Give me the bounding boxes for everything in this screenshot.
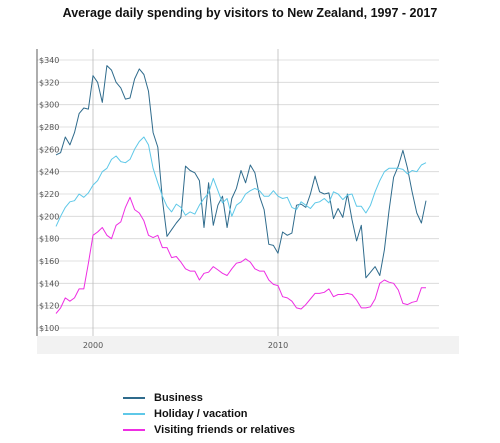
legend-swatch xyxy=(123,397,145,399)
y-tick-label: $180 xyxy=(39,235,59,244)
legend-swatch xyxy=(123,413,145,415)
legend-item: Holiday / vacation xyxy=(123,406,373,422)
y-tick-label: $120 xyxy=(39,302,59,311)
y-tick-label: $320 xyxy=(39,78,59,87)
y-tick-label: $240 xyxy=(39,168,59,177)
y-tick-label: $160 xyxy=(39,257,59,266)
x-tick-label: 2000 xyxy=(83,341,103,350)
x-tick-label: 2010 xyxy=(268,341,288,350)
legend-label: Holiday / vacation xyxy=(154,408,248,420)
y-tick-label: $300 xyxy=(39,101,59,110)
y-tick-label: $340 xyxy=(39,56,59,65)
legend-item: Business xyxy=(123,390,373,406)
legend: Business Holiday / vacation Visiting frien… xyxy=(123,390,373,438)
y-tick-label: $140 xyxy=(39,279,59,288)
series-line-visiting-friends-or-relatives xyxy=(56,197,426,313)
legend-swatch xyxy=(123,429,145,431)
legend-label: Business xyxy=(154,392,203,404)
y-tick-label: $100 xyxy=(39,324,59,333)
grid xyxy=(37,49,439,336)
series-layer xyxy=(56,66,426,314)
y-tick-label: $260 xyxy=(39,145,59,154)
legend-item: Visiting friends or relatives xyxy=(123,422,373,438)
y-tick-label: $280 xyxy=(39,123,59,132)
y-tick-label: $220 xyxy=(39,190,59,199)
y-tick-label: $200 xyxy=(39,212,59,221)
series-line-holiday-vacation xyxy=(56,137,426,226)
legend-label: Visiting friends or relatives xyxy=(154,424,295,436)
